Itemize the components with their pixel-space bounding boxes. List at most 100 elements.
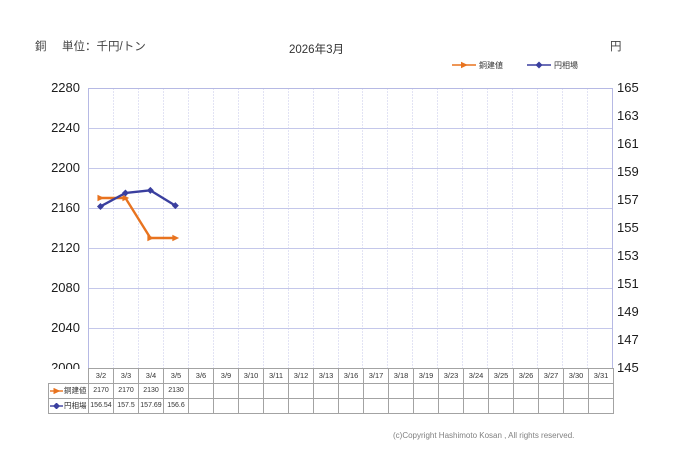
value-cell	[563, 398, 589, 414]
date-cell: 3/30	[563, 368, 589, 384]
value-cell	[263, 398, 289, 414]
value-cell	[363, 398, 389, 414]
date-cell: 3/11	[263, 368, 289, 384]
value-cell	[238, 383, 264, 399]
value-cell	[263, 383, 289, 399]
value-cell	[588, 383, 614, 399]
value-cell	[238, 398, 264, 414]
right-axis-tick: 153	[617, 248, 639, 263]
chart-data-table: 3/2 3/3 3/4 3/5 3/6 3/9 3/10 3/11 3/12 3/13 3/16 3/…	[48, 368, 614, 414]
data-point-marker	[53, 403, 60, 409]
date-cell: 3/25	[488, 368, 514, 384]
data-point-marker	[171, 202, 179, 210]
copyright-text: (c)Copyright Hashimoto Kosan , All right…	[393, 431, 575, 440]
value-cell	[313, 383, 339, 399]
value-cell: 157.69	[138, 398, 164, 414]
value-cell: 2170	[88, 383, 114, 399]
value-cell: 2130	[138, 383, 164, 399]
date-cell: 3/12	[288, 368, 314, 384]
date-cell: 3/9	[213, 368, 239, 384]
data-point-marker	[147, 234, 155, 242]
data-point-marker	[535, 61, 543, 69]
date-cell: 3/27	[538, 368, 564, 384]
date-cell: 3/31	[588, 368, 614, 384]
value-cell	[288, 383, 314, 399]
data-point-marker	[97, 194, 105, 202]
value-cell	[188, 398, 214, 414]
value-cell	[588, 398, 614, 414]
series-label-cell: 円相場	[48, 398, 89, 414]
value-cell	[488, 383, 514, 399]
right-axis-tick: 155	[617, 220, 639, 235]
copper-series-legend-icon	[452, 56, 476, 74]
right-axis-tick: 159	[617, 164, 639, 179]
date-cell: 3/16	[338, 368, 364, 384]
date-cell: 3/3	[113, 368, 139, 384]
value-cell	[213, 383, 239, 399]
value-cell	[388, 383, 414, 399]
date-cell: 3/18	[388, 368, 414, 384]
right-axis-tick: 157	[617, 192, 639, 207]
value-cell	[413, 383, 439, 399]
right-axis-tick: 165	[617, 80, 639, 95]
date-cell: 3/26	[513, 368, 539, 384]
right-axis-tick: 147	[617, 332, 639, 347]
chart-title: 2026年3月	[289, 44, 344, 56]
right-axis-tick: 149	[617, 304, 639, 319]
value-cell: 156.6	[163, 398, 189, 414]
value-cell	[363, 383, 389, 399]
unit-label: 単位：千円/トン	[62, 41, 146, 53]
data-point-marker	[53, 388, 61, 394]
legend-label-copper: 銅建値	[479, 60, 503, 70]
left-axis-tick: 2240	[51, 120, 80, 135]
right-axis-tick: 145	[617, 360, 639, 375]
value-cell: 2130	[163, 383, 189, 399]
date-cell: 3/6	[188, 368, 214, 384]
date-cell: 3/2	[88, 368, 114, 384]
value-cell	[338, 398, 364, 414]
value-cell	[538, 383, 564, 399]
yen-series-legend-icon	[527, 56, 551, 74]
value-cell	[288, 398, 314, 414]
series-line-left	[99, 196, 177, 240]
value-cell	[313, 398, 339, 414]
value-cell	[338, 383, 364, 399]
date-cell: 3/5	[163, 368, 189, 384]
legend-item-yen: 円相場	[527, 56, 578, 74]
legend-label-yen: 円相場	[554, 60, 578, 70]
series-label-cell: 銅建値	[48, 383, 89, 399]
right-axis-tick: 151	[617, 276, 639, 291]
right-axis-unit-label: 円	[610, 41, 622, 53]
left-axis-tick: 2120	[51, 240, 80, 255]
date-cell: 3/24	[463, 368, 489, 384]
metal-label: 銅	[35, 41, 47, 53]
series-line-right	[99, 189, 177, 208]
data-point-marker	[172, 234, 180, 242]
plot-border	[88, 88, 613, 369]
value-cell	[188, 383, 214, 399]
value-cell: 2170	[113, 383, 139, 399]
value-cell	[463, 383, 489, 399]
value-cell: 156.54	[88, 398, 114, 414]
data-point-marker	[121, 189, 129, 197]
left-axis-tick: 2280	[51, 80, 80, 95]
value-cell	[388, 398, 414, 414]
date-cell: 3/13	[313, 368, 339, 384]
date-cell: 3/4	[138, 368, 164, 384]
value-cell	[563, 383, 589, 399]
data-point-marker	[122, 194, 130, 202]
value-cell	[513, 398, 539, 414]
value-cell	[213, 398, 239, 414]
date-cell: 3/23	[438, 368, 464, 384]
value-cell	[513, 383, 539, 399]
value-cell	[538, 398, 564, 414]
left-axis-tick: 2040	[51, 320, 80, 335]
value-cell: 157.5	[113, 398, 139, 414]
date-cell: 3/19	[413, 368, 439, 384]
date-cell: 3/17	[363, 368, 389, 384]
data-point-marker	[96, 202, 104, 210]
date-cell: 3/10	[238, 368, 264, 384]
line-chart-plot-area	[88, 88, 613, 369]
right-axis-tick: 163	[617, 108, 639, 123]
